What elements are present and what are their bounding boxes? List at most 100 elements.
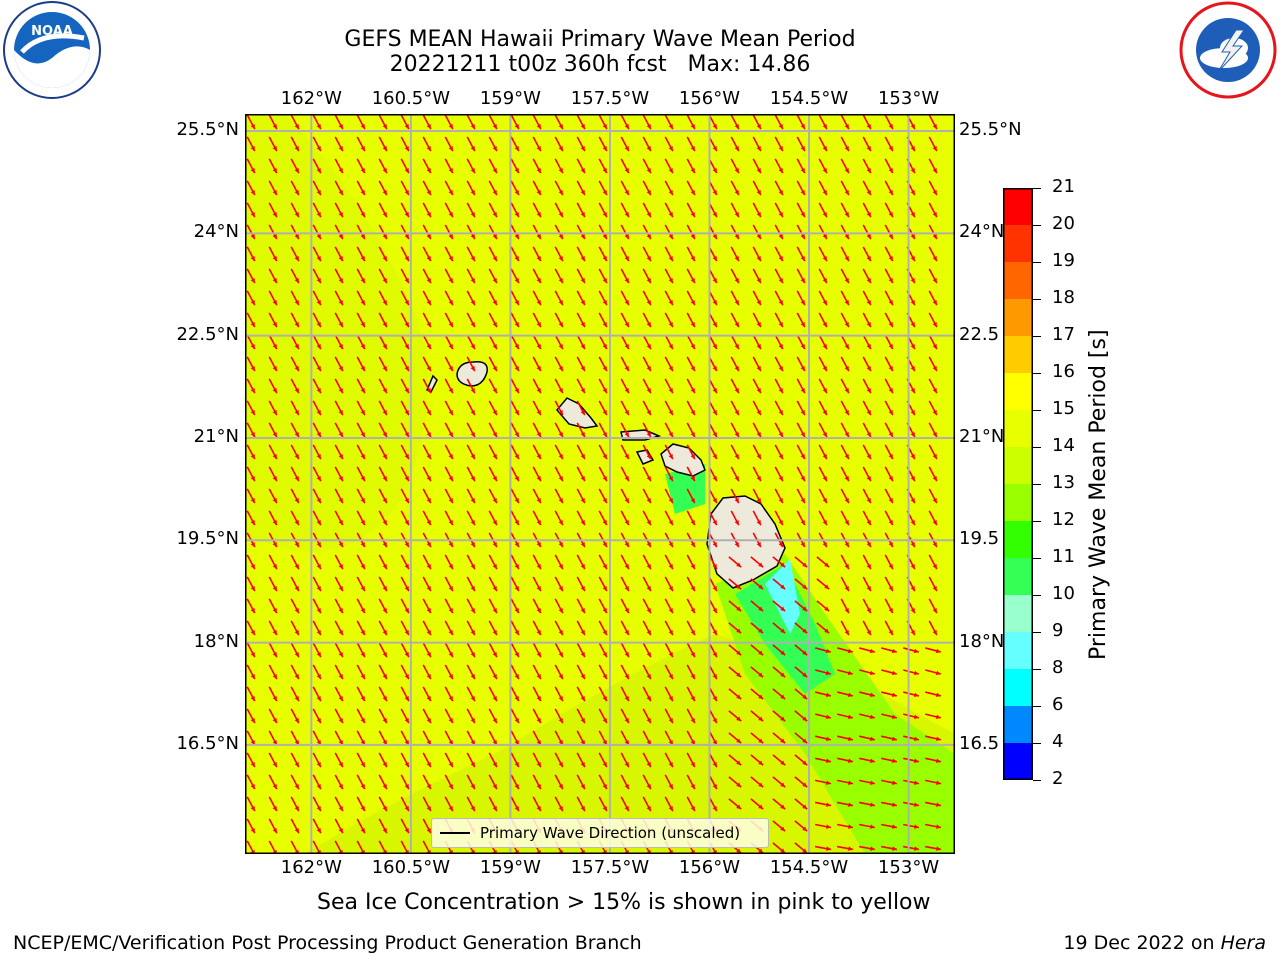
wave-arrow-head (624, 674, 629, 680)
wave-arrow-head (536, 674, 541, 680)
wave-arrow-head (712, 234, 717, 240)
wave-arrow-head (382, 498, 387, 504)
wave-arrow-head (826, 780, 831, 785)
wave-arrow-head (536, 476, 541, 482)
wave-arrow-head (250, 542, 255, 548)
colorbar-tick-label: 16 (1052, 361, 1075, 382)
wave-arrow-head (910, 520, 915, 526)
wave-arrow-head (778, 344, 783, 350)
wave-arrow-head (888, 476, 893, 482)
wave-arrow-head (891, 736, 897, 742)
wave-arrow-head (492, 124, 497, 130)
wave-arrow-head (382, 454, 387, 460)
wave-arrow-head (932, 410, 937, 416)
wave-arrow-head (294, 564, 299, 570)
wave-arrow-head (936, 780, 941, 785)
wave-arrow-head (892, 780, 897, 785)
wave-arrow-head (822, 542, 827, 548)
wave-arrow-head (580, 454, 585, 460)
wave-arrow-head (580, 300, 585, 306)
wave-arrow-head (802, 584, 808, 590)
wave-arrow-head (712, 586, 717, 592)
wave-arrow-head (844, 256, 849, 262)
wave-arrow-head (470, 388, 475, 394)
wave-arrow-head (712, 454, 717, 460)
wave-arrow-head (404, 718, 409, 724)
wave-arrow-head (580, 520, 585, 526)
wave-arrow-head (382, 322, 387, 328)
wave-arrow-head (778, 542, 783, 548)
wave-arrow-head (250, 168, 255, 174)
wave-arrow-head (294, 498, 299, 504)
colorbar-tick-mark (1033, 336, 1041, 337)
wave-arrow-head (294, 190, 299, 196)
wave-arrow-head (780, 672, 786, 678)
wave-arrow-head (448, 432, 453, 438)
wave-arrow-head (668, 652, 673, 658)
wave-arrow-head (888, 388, 893, 394)
wave-arrow-head (844, 322, 849, 328)
wave-arrow-head (514, 674, 519, 680)
wave-arrow-head (514, 652, 519, 658)
wave-arrow-head (712, 762, 717, 768)
wave-arrow-head (668, 432, 673, 438)
wave-arrow-head (294, 652, 299, 658)
wave-arrow-head (844, 366, 849, 372)
wave-arrow-head (338, 762, 343, 768)
wave-arrow-head (426, 520, 431, 526)
wave-arrow-head (558, 520, 563, 526)
wave-arrow-head (294, 366, 299, 372)
wave-arrow-head (514, 586, 519, 592)
wave-arrow-head (736, 848, 742, 854)
wave-arrow-head (822, 256, 827, 262)
wave-arrow-head (690, 168, 695, 174)
wave-arrow-head (250, 124, 255, 130)
wave-arrow-head (514, 542, 519, 548)
wave-arrow-head (734, 388, 739, 394)
wave-arrow-head (800, 234, 805, 240)
wave-arrow-head (558, 234, 563, 240)
wave-arrow-head (668, 388, 673, 394)
wave-arrow-head (558, 168, 563, 174)
island-maui (660, 443, 706, 477)
wave-arrow-head (624, 630, 629, 636)
wave-arrow-head (294, 432, 299, 438)
wave-arrow-head (272, 146, 277, 152)
wave-arrow-head (780, 848, 786, 854)
wave-arrow-head (426, 740, 431, 746)
wave-arrow-head (250, 630, 255, 636)
wave-arrow-head (558, 696, 563, 702)
wave-arrow-head (914, 802, 919, 807)
lon-tick-bottom: 153°W (877, 857, 940, 878)
wave-arrow-head (272, 410, 277, 416)
wave-arrow-head (294, 806, 299, 812)
wave-arrow-head (382, 784, 387, 790)
wave-arrow-head (514, 278, 519, 284)
colorbar-tick-label: 4 (1052, 731, 1064, 752)
wave-arrow-head (866, 366, 871, 372)
wave-arrow-head (866, 476, 871, 482)
colorbar-segment (1003, 521, 1033, 559)
colorbar-tick-label: 8 (1052, 657, 1064, 678)
wave-arrow-head (470, 234, 475, 240)
wave-arrow-head (558, 476, 563, 482)
noaa-logo: NOAA (2, 0, 102, 100)
wave-arrow-head (646, 234, 651, 240)
wave-arrow-head (624, 344, 629, 350)
wave-arrow-head (602, 278, 607, 284)
colorbar-tick-label: 20 (1052, 213, 1075, 234)
wave-arrow-head (382, 366, 387, 372)
wave-arrow-head (758, 672, 764, 678)
wave-arrow-head (802, 804, 808, 810)
wave-arrow-head (910, 586, 915, 592)
wave-arrow-head (250, 740, 255, 746)
wave-arrow-head (690, 322, 695, 328)
wave-arrow-head (624, 410, 629, 416)
wave-arrow-head (580, 586, 585, 592)
wave-arrow-head (756, 476, 761, 482)
wave-arrow-head (404, 696, 409, 702)
wave-arrow-head (932, 520, 937, 526)
wave-arrow-head (756, 256, 761, 262)
wave-arrow-head (734, 498, 739, 504)
lat-tick-right: 19.5 (959, 528, 1000, 550)
